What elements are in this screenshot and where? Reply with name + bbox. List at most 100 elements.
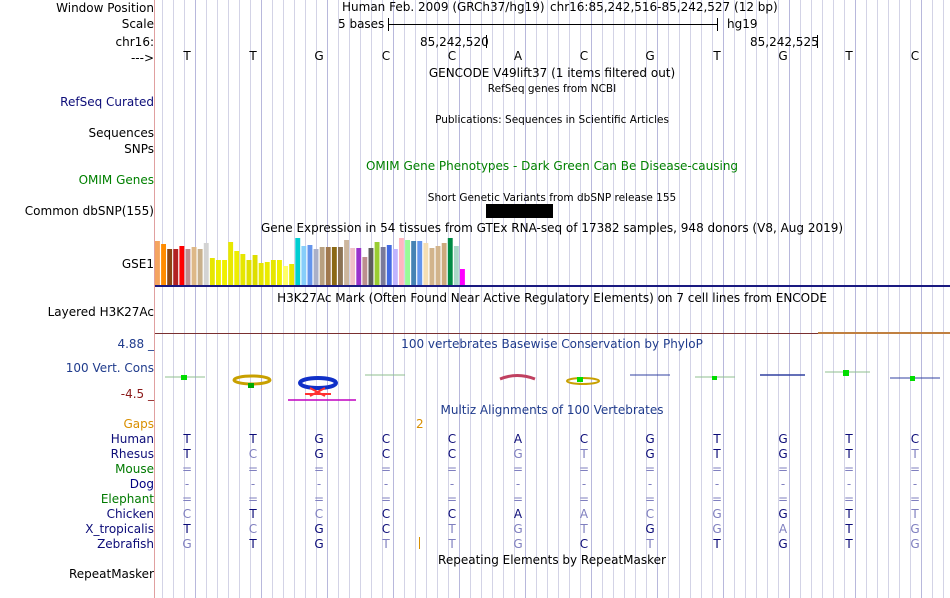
gtex-tissue-bar[interactable] bbox=[155, 241, 160, 285]
gtex-tissue-bar[interactable] bbox=[380, 247, 386, 285]
species-label-elephant[interactable]: Elephant bbox=[100, 492, 154, 506]
gtex-tissue-bar[interactable] bbox=[203, 243, 209, 285]
gtex-tissue-bar[interactable] bbox=[307, 245, 313, 285]
refseq-track-label[interactable]: RefSeq Curated bbox=[60, 95, 154, 109]
snps-track-label[interactable]: SNPs bbox=[124, 142, 154, 156]
gtex-tissue-bar[interactable] bbox=[173, 249, 179, 285]
dbsnp-track-label[interactable]: Common dbSNP(155) bbox=[24, 204, 154, 218]
reference-base: C bbox=[579, 49, 589, 63]
sequences-track-label[interactable]: Sequences bbox=[88, 126, 154, 140]
gtex-tissue-bar[interactable] bbox=[270, 260, 276, 285]
gtex-tissue-bar[interactable] bbox=[344, 240, 349, 285]
gtex-tissue-bar[interactable] bbox=[289, 264, 295, 285]
gtex-tissue-bar[interactable] bbox=[295, 238, 301, 285]
gtex-tissue-bar[interactable] bbox=[313, 249, 319, 285]
gencode-track-title[interactable]: GENCODE V49lift37 (1 items filtered out) bbox=[428, 66, 676, 80]
gtex-tissue-bar[interactable] bbox=[167, 249, 173, 285]
gtex-tissue-bar[interactable] bbox=[392, 249, 398, 285]
gtex-tissue-bar[interactable] bbox=[338, 247, 343, 285]
gtex-tissue-bar[interactable] bbox=[417, 241, 423, 285]
repeatmasker-track-label[interactable]: RepeatMasker bbox=[68, 567, 154, 581]
repeatmasker-track-title[interactable]: Repeating Elements by RepeatMasker bbox=[438, 553, 666, 567]
gtex-tissue-bar[interactable] bbox=[325, 247, 331, 285]
alignment-base: T bbox=[183, 432, 191, 446]
gtex-tissue-bar[interactable] bbox=[301, 246, 307, 285]
phylop-max-label: 4.88 _ bbox=[117, 337, 154, 351]
h3k27ac-track-title[interactable]: H3K27Ac Mark (Often Found Near Active Re… bbox=[277, 291, 827, 305]
gtex-tissue-bar[interactable] bbox=[228, 242, 234, 285]
phylop-conservation-plot[interactable] bbox=[155, 362, 950, 404]
alignment-base: T bbox=[580, 447, 588, 461]
gtex-tissue-bar[interactable] bbox=[234, 251, 240, 285]
gtex-tissue-bar[interactable] bbox=[350, 248, 356, 285]
gtex-tissue-bar[interactable] bbox=[252, 255, 258, 285]
gtex-tissue-bar[interactable] bbox=[222, 260, 227, 285]
gtex-tissue-bar[interactable] bbox=[435, 246, 441, 285]
species-label-chicken[interactable]: Chicken bbox=[106, 507, 154, 521]
gtex-tissue-bar[interactable] bbox=[277, 260, 282, 285]
gtex-tissue-bar[interactable] bbox=[368, 248, 374, 285]
gtex-tissue-bar[interactable] bbox=[185, 249, 191, 285]
alignment-base: = bbox=[644, 492, 656, 506]
gtex-tissue-bar[interactable] bbox=[258, 263, 264, 285]
phylop-bar-9 bbox=[712, 376, 717, 380]
gtex-tissue-bar[interactable] bbox=[447, 238, 453, 285]
gtex-tissue-bar[interactable] bbox=[411, 241, 417, 285]
gtex-tissue-bar[interactable] bbox=[362, 257, 368, 285]
omim-track-title[interactable]: OMIM Gene Phenotypes - Dark Green Can Be… bbox=[365, 159, 739, 173]
gtex-tissue-bar[interactable] bbox=[460, 269, 465, 285]
h3k27ac-track-label[interactable]: Layered H3K27Ac bbox=[47, 305, 154, 319]
dbsnp-variant[interactable] bbox=[486, 204, 553, 218]
gtex-tissue-bar[interactable] bbox=[264, 262, 270, 285]
gtex-tissue-bar[interactable] bbox=[319, 247, 325, 285]
multiz-track-title[interactable]: Multiz Alignments of 100 Vertebrates bbox=[440, 403, 664, 417]
phylop-track-title[interactable]: 100 vertebrates Basewise Conservation by… bbox=[401, 337, 703, 351]
gtex-expression-chart[interactable] bbox=[155, 237, 950, 289]
gtex-tissue-bar[interactable] bbox=[216, 260, 221, 285]
species-label-mouse[interactable]: Mouse bbox=[115, 462, 154, 476]
publications-track-title[interactable]: Publications: Sequences in Scientific Ar… bbox=[435, 114, 669, 126]
grid-line bbox=[459, 0, 460, 598]
gtex-track-label[interactable]: GSE1 bbox=[121, 257, 154, 271]
grid-line bbox=[437, 0, 438, 598]
dbsnp-track-title[interactable]: Short Genetic Variants from dbSNP releas… bbox=[427, 192, 677, 204]
species-label-x_tropicalis[interactable]: X_tropicalis bbox=[85, 522, 154, 536]
species-label-rhesus[interactable]: Rhesus bbox=[110, 447, 154, 461]
gtex-tissue-bar[interactable] bbox=[209, 258, 215, 285]
gtex-tissue-bar[interactable] bbox=[283, 266, 288, 285]
gtex-tissue-bar[interactable] bbox=[179, 246, 185, 285]
alignment-base: = bbox=[313, 462, 325, 476]
omim-track-label[interactable]: OMIM Genes bbox=[78, 173, 154, 187]
gtex-tissue-bar[interactable] bbox=[331, 247, 337, 285]
gtex-tissue-bar[interactable] bbox=[441, 243, 447, 285]
gtex-tissue-bar[interactable] bbox=[374, 242, 380, 285]
gtex-tissue-bar[interactable] bbox=[356, 248, 362, 285]
alignment-base: C bbox=[381, 507, 391, 521]
grid-line bbox=[723, 0, 724, 598]
gtex-tissue-bar[interactable] bbox=[246, 260, 252, 285]
gtex-tissue-bar[interactable] bbox=[399, 238, 404, 285]
gtex-tissue-bar[interactable] bbox=[161, 244, 166, 285]
gtex-track-title[interactable]: Gene Expression in 54 tissues from GTEx … bbox=[260, 221, 844, 235]
gtex-tissue-bar[interactable] bbox=[453, 246, 459, 285]
conservation-track-label[interactable]: 100 Vert. Cons bbox=[65, 361, 154, 375]
gtex-tissue-bar[interactable] bbox=[240, 254, 246, 285]
alignment-base: = bbox=[181, 492, 193, 506]
gtex-tissue-bar[interactable] bbox=[191, 247, 197, 285]
species-label-zebrafish[interactable]: Zebrafish bbox=[97, 537, 154, 551]
gtex-tissue-bar[interactable] bbox=[386, 245, 392, 285]
grid-line bbox=[943, 0, 944, 598]
gtex-tissue-bar[interactable] bbox=[429, 248, 435, 285]
gtex-tissue-bar[interactable] bbox=[423, 243, 429, 285]
species-label-human[interactable]: Human bbox=[110, 432, 154, 446]
coordinate-left-tick bbox=[486, 35, 487, 48]
phylop-baseline bbox=[165, 371, 940, 379]
gtex-tissue-bar[interactable] bbox=[197, 249, 203, 285]
alignment-base: = bbox=[578, 462, 590, 476]
reference-base: T bbox=[183, 49, 191, 63]
alignment-base: G bbox=[645, 432, 655, 446]
species-label-dog[interactable]: Dog bbox=[129, 477, 154, 491]
gtex-tissue-bar[interactable] bbox=[405, 240, 410, 285]
alignment-base: C bbox=[381, 447, 391, 461]
h3k27ac-signal-peak bbox=[818, 332, 950, 334]
